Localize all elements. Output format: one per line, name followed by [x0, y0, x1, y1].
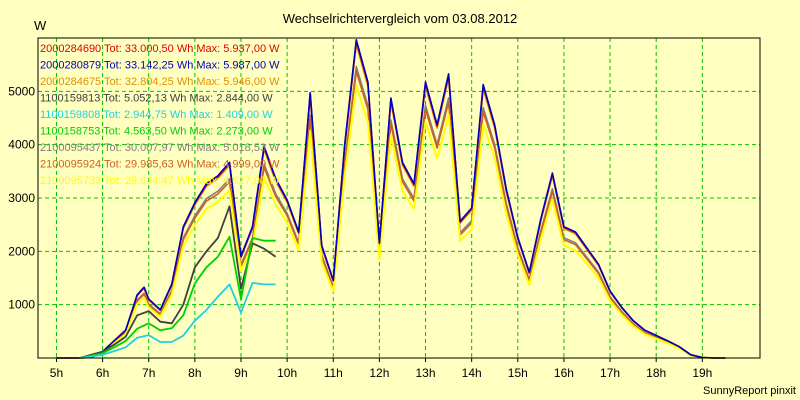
- x-tick-label: 8h: [188, 366, 201, 380]
- legend-entry: 2100095733 Tot: 29.634,47 Wh Max: 4.827,…: [40, 175, 280, 187]
- x-tick-label: 9h: [234, 366, 247, 380]
- legend-entry: 2000284690 Tot: 33.000,50 Wh Max: 5.937,…: [40, 43, 280, 55]
- series-lines: [56, 39, 726, 359]
- legend-entry: 2100095924 Tot: 29.985,63 Wh Max: 4.999,…: [40, 159, 280, 171]
- y-tick-label: 2000: [8, 244, 35, 258]
- y-tick-label: 3000: [8, 191, 35, 205]
- legend-entry: 2000284675 Tot: 32.804,25 Wh Max: 5.946,…: [40, 76, 280, 88]
- legend-entry: 2100095437 Tot: 30.007,97 Wh Max: 5.018,…: [40, 142, 280, 154]
- x-tick-label: 19h: [692, 366, 712, 380]
- y-axis-ticks: 1000 2000 3000 4000 5000: [8, 84, 35, 311]
- series-line-2000280879: [56, 39, 726, 359]
- x-tick-label: 12h: [369, 366, 389, 380]
- x-tick-label: 15h: [508, 366, 528, 380]
- x-tick-label: 17h: [600, 366, 620, 380]
- legend: 2000284690 Tot: 33.000,50 Wh Max: 5.937,…: [40, 43, 280, 187]
- y-tick-label: 1000: [8, 298, 35, 312]
- x-tick-label: 10h: [277, 366, 297, 380]
- x-tick-label: 11h: [324, 366, 343, 380]
- legend-entry: 1100158753 Tot: 4.563,50 Wh Max: 2.273,0…: [40, 126, 273, 138]
- x-tick-label: 16h: [554, 366, 574, 380]
- plot-frame: [37, 37, 761, 359]
- series-line-1100158753: [79, 235, 276, 359]
- y-axis-label: W: [34, 18, 47, 33]
- x-tick-label: 13h: [416, 366, 436, 380]
- y-tick-label: 4000: [8, 138, 35, 152]
- legend-entry: 2000280879 Tot: 33.142,25 Wh Max: 5.987,…: [40, 60, 280, 72]
- series-line-1100159813: [79, 205, 277, 359]
- x-tick-label: 6h: [96, 366, 109, 380]
- footer-label: SunnyReport pinxit: [703, 385, 796, 397]
- x-axis-ticks: 5h 6h 7h 8h 9h 10h 11h 12h 13h 14h 15h 16h 17h 18h 19h: [50, 358, 712, 380]
- series-line-1100159808: [79, 282, 276, 359]
- x-tick-label: 18h: [646, 366, 666, 380]
- x-tick-label: 5h: [50, 366, 63, 380]
- x-tick-label: 7h: [142, 366, 155, 380]
- chart-title: Wechselrichtervergleich vom 03.08.2012: [283, 11, 518, 26]
- series-line-2100095733: [56, 84, 726, 359]
- legend-entry: 1100159813 Tot: 5.052,13 Wh Max: 2.844,0…: [40, 93, 273, 105]
- legend-entry: 1100159808 Tot: 2.944,75 Wh Max: 1.409,0…: [40, 109, 273, 121]
- y-tick-label: 5000: [8, 84, 35, 98]
- series-line-2100095924: [56, 70, 726, 359]
- x-tick-label: 14h: [462, 366, 482, 380]
